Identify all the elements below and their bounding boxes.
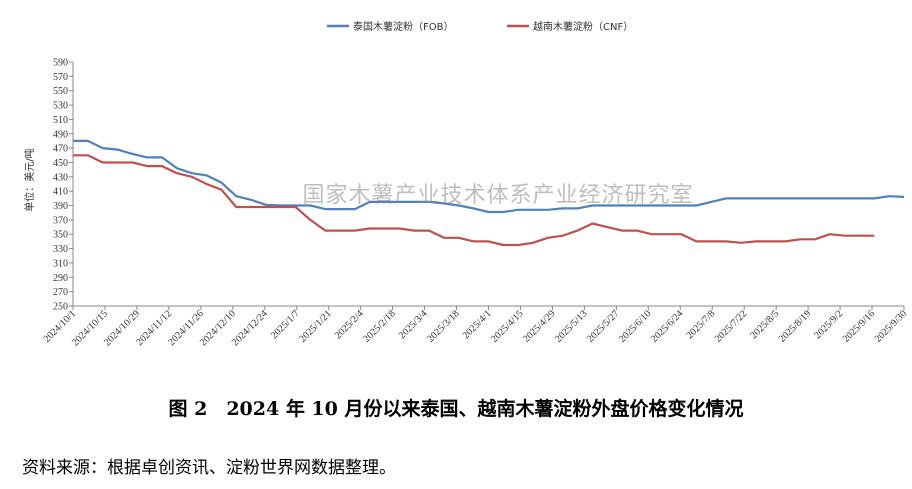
- line-chart: 泰国木薯淀粉（FOB） 越南木薯淀粉（CNF） 250 270 290 310 330 35…: [23, 20, 909, 348]
- y-tick-label: 590: [53, 58, 68, 69]
- x-tick-label: 2025/6/24: [649, 308, 685, 344]
- y-tick-label: 550: [53, 86, 68, 97]
- legend-label-1: 泰国木薯淀粉（FOB）: [353, 20, 453, 33]
- x-tick-label: 2025/1/21: [297, 308, 333, 344]
- y-tick-label: 430: [53, 172, 68, 183]
- series-line-1: [73, 139, 905, 214]
- figure-caption: 图 2 2024 年 10 月份以来泰国、越南木薯淀粉外盘价格变化情况: [168, 398, 744, 420]
- x-tick-label: 2025/5/27: [585, 308, 621, 344]
- x-tick-label: 2025/4/15: [489, 308, 525, 344]
- x-tick-label: 2025/6/10: [617, 308, 653, 344]
- y-tick-label: 330: [53, 244, 68, 255]
- legend-label-2: 越南木薯淀粉（CNF）: [533, 20, 633, 33]
- x-axis: 2024/10/12024/10/152024/10/292024/11/122…: [42, 305, 909, 348]
- y-tick-label: 370: [53, 215, 68, 226]
- y-tick-label: 290: [53, 273, 68, 284]
- y-tick-label: 490: [53, 129, 68, 140]
- x-tick-label: 2025/5/13: [553, 308, 589, 344]
- series-layer: [73, 139, 905, 247]
- x-tick-label: 2025/2/18: [361, 308, 397, 344]
- x-tick-label: 2025/4/29: [521, 308, 557, 344]
- data-source-note: 资料来源：根据卓创资讯、淀粉世界网数据整理。: [22, 458, 396, 478]
- x-tick-label: 2025/3/18: [425, 308, 461, 344]
- x-tick-label: 2025/7/22: [713, 308, 749, 344]
- x-tick-label: 2025/9/16: [841, 308, 877, 344]
- y-tick-label: 270: [53, 287, 68, 298]
- y-axis: 250 270 290 310 330 350 370 390 410 430 450 470 490 5…: [53, 58, 74, 313]
- y-axis-label: 单位：美元/吨: [23, 148, 36, 211]
- y-tick-label: 470: [53, 144, 68, 155]
- x-tick-label: 2025/9/30: [873, 308, 909, 344]
- y-tick-label: 410: [53, 187, 68, 198]
- x-tick-label: 2025/8/19: [777, 308, 813, 344]
- watermark-text: 国家木薯产业技术体系产业经济研究室: [302, 183, 693, 208]
- chart-legend: 泰国木薯淀粉（FOB） 越南木薯淀粉（CNF）: [327, 20, 633, 33]
- y-tick-label: 310: [53, 258, 68, 269]
- y-tick-label: 350: [53, 230, 68, 241]
- y-tick-label: 510: [53, 115, 68, 126]
- y-tick-label: 530: [53, 101, 68, 112]
- y-tick-label: 250: [53, 302, 68, 313]
- y-tick-label: 570: [53, 72, 68, 83]
- series-line-2: [73, 154, 875, 247]
- y-tick-label: 390: [53, 201, 68, 212]
- y-tick-label: 450: [53, 158, 68, 169]
